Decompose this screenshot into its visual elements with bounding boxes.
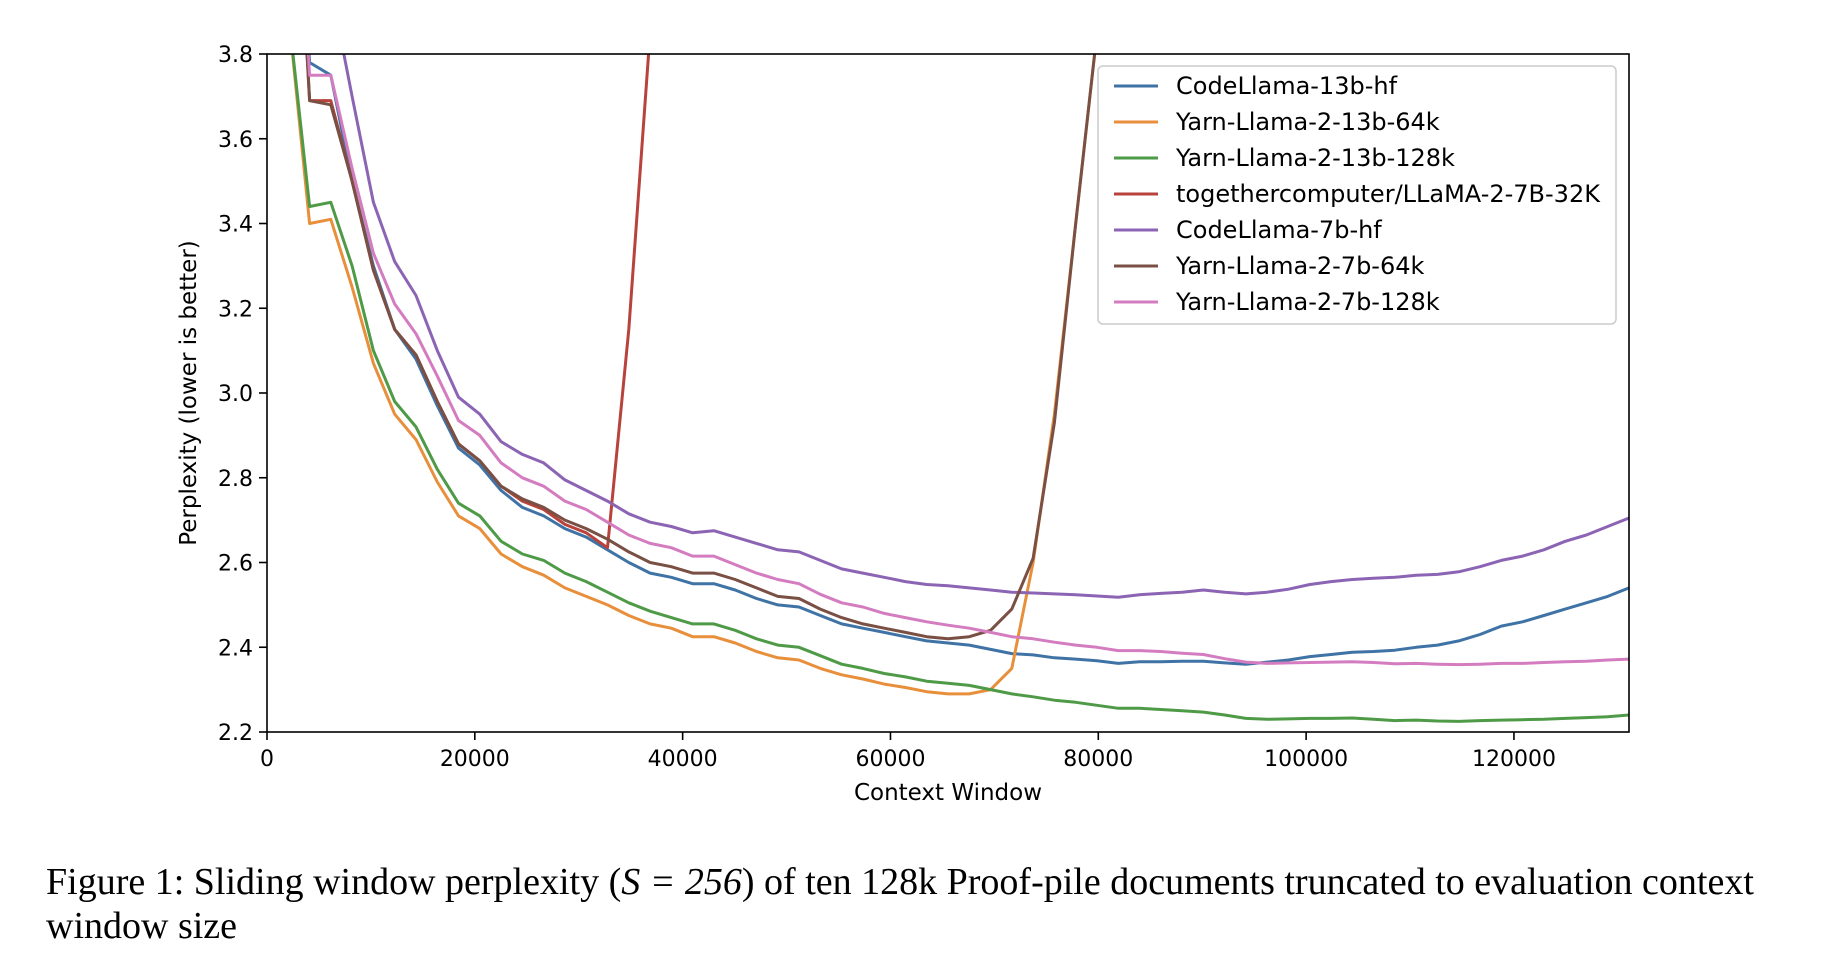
legend: CodeLlama-13b-hf Yarn-Llama-2-13b-64k Yarn… [1097,65,1617,325]
x-tick-label: 80000 [1063,747,1133,772]
legend-label: CodeLlama-13b-hf [1176,72,1398,100]
chart-canvas: 0 20000 40000 60000 80000 100000 120000 2.2 2.4… [176,43,1630,806]
caption-text-before: Sliding window perplexity ( [193,861,622,903]
y-tick-label: 2.8 [218,467,253,492]
legend-label: Yarn-Llama-2-13b-64k [1175,108,1440,136]
y-tick-label: 2.6 [218,552,253,577]
y-tick-label: 3.8 [218,43,253,68]
chart: 0 20000 40000 60000 80000 100000 120000 2.2 2.4… [46,43,1754,947]
legend-label: Yarn-Llama-2-7b-128k [1175,288,1440,316]
y-tick-label: 3.2 [218,297,253,322]
series-layer [291,54,1629,723]
caption-label: Figure 1: [46,861,185,903]
x-axis-title: Context Window [854,780,1042,806]
y-tick-label: 2.2 [218,721,253,746]
legend-label: Yarn-Llama-2-13b-128k [1175,144,1455,172]
legend-box [1097,65,1617,325]
x-tick-label: 60000 [855,747,925,772]
series-line-7 [306,54,1629,667]
series-line-5 [342,54,1629,599]
x-tick-label: 0 [260,747,274,772]
x-tick-label: 100000 [1264,747,1348,772]
y-axis-title: Perplexity (lower is better) [176,240,202,546]
y-tick-label: 3.0 [218,382,253,407]
y-tick-label: 3.4 [218,213,253,238]
x-tick-label: 20000 [440,747,510,772]
series-line-4 [305,54,651,550]
y-tick-label: 3.6 [218,128,253,153]
legend-label: togethercomputer/LLaMA-2-7B-32K [1176,180,1601,208]
legend-label: Yarn-Llama-2-7b-64k [1175,252,1425,280]
series-line-6 [305,54,1097,641]
y-tick-label: 2.4 [218,636,253,661]
x-tick-label: 40000 [648,747,718,772]
series-line-2 [291,54,1097,696]
series-line-3 [291,54,1629,723]
x-axis: 0 20000 40000 60000 80000 100000 120000 [260,732,1556,772]
figure-caption: Figure 1: Sliding window perplexity (S =… [46,860,1806,948]
y-axis: 2.2 2.4 2.6 2.8 3.0 3.2 3.4 3.6 3.8 [218,43,267,746]
caption-math: S = 256 [621,861,742,903]
legend-label: CodeLlama-7b-hf [1176,216,1382,244]
series-line-1 [307,54,1629,666]
caption-text-after: ) of ten 128k Proof-pile documents trunc… [46,861,1754,947]
x-tick-label: 120000 [1472,747,1556,772]
